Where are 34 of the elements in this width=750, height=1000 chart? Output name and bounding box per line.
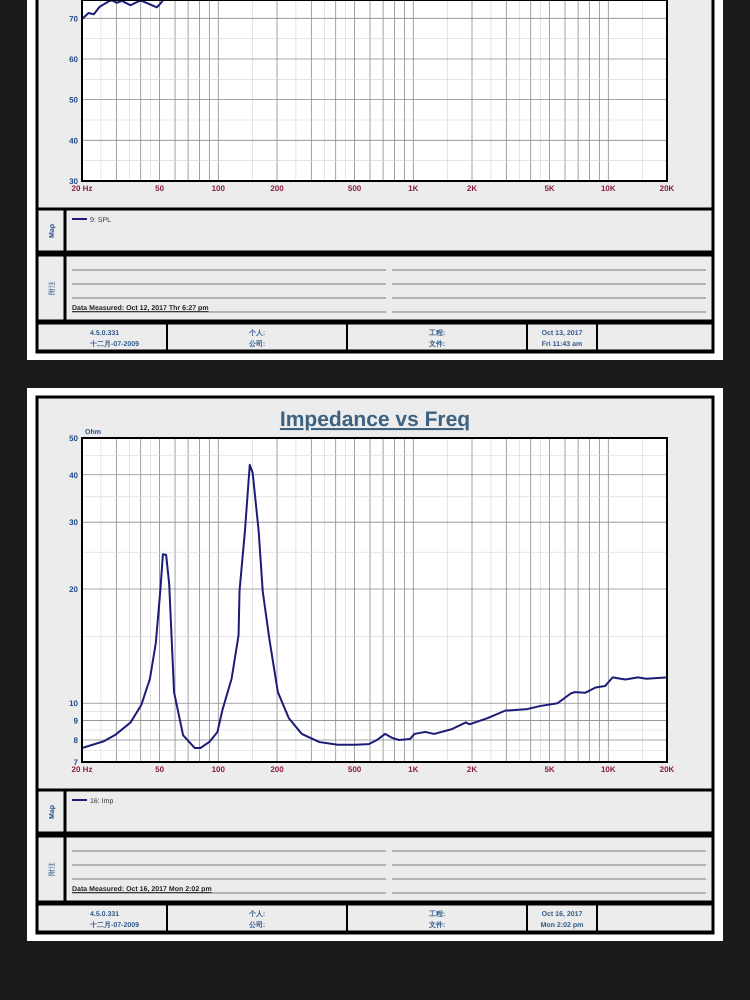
y-tick-label: 30	[69, 177, 79, 186]
x-tick-label: 5K	[544, 765, 555, 774]
x-tick-label: 5K	[544, 184, 555, 193]
y-tick-label: 30	[69, 518, 79, 528]
y-tick-label: 50	[69, 434, 79, 443]
y-tick-label: 7	[74, 758, 79, 767]
x-tick-label: 500	[348, 765, 362, 774]
chart-title: Impedance vs Freq	[280, 408, 470, 431]
x-tick-label: 2K	[466, 765, 478, 774]
x-tick-label: 10K	[600, 184, 616, 193]
x-tick-label: 200	[270, 765, 284, 774]
y-tick-label: 50	[69, 96, 79, 105]
x-tick-label: 100	[212, 765, 226, 774]
x-tick-label: 10K	[600, 765, 616, 774]
x-tick-label: 20K	[660, 765, 675, 774]
x-tick-label: 1K	[408, 184, 419, 193]
x-tick-label: 20 Hz	[72, 765, 92, 774]
x-tick-label: 500	[348, 184, 362, 193]
x-tick-label: 100	[212, 184, 226, 193]
y-tick-label: 9	[74, 716, 79, 726]
y-tick-label: 60	[69, 54, 79, 64]
y-tick-label: 20	[69, 585, 79, 594]
x-tick-label: 50	[155, 184, 165, 193]
x-tick-label: 200	[270, 184, 284, 193]
x-tick-label: 2K	[466, 184, 478, 193]
y-tick-label: 70	[69, 14, 79, 24]
x-tick-label: 1K	[408, 765, 419, 774]
y-tick-label: 10	[69, 699, 79, 708]
x-tick-label: 20 Hz	[72, 184, 92, 193]
x-tick-label: 20K	[660, 184, 675, 193]
x-tick-label: 50	[155, 765, 165, 774]
y-tick-label: 40	[69, 470, 79, 480]
y-tick-label: 8	[74, 736, 79, 745]
y-tick-label: 40	[69, 136, 79, 146]
